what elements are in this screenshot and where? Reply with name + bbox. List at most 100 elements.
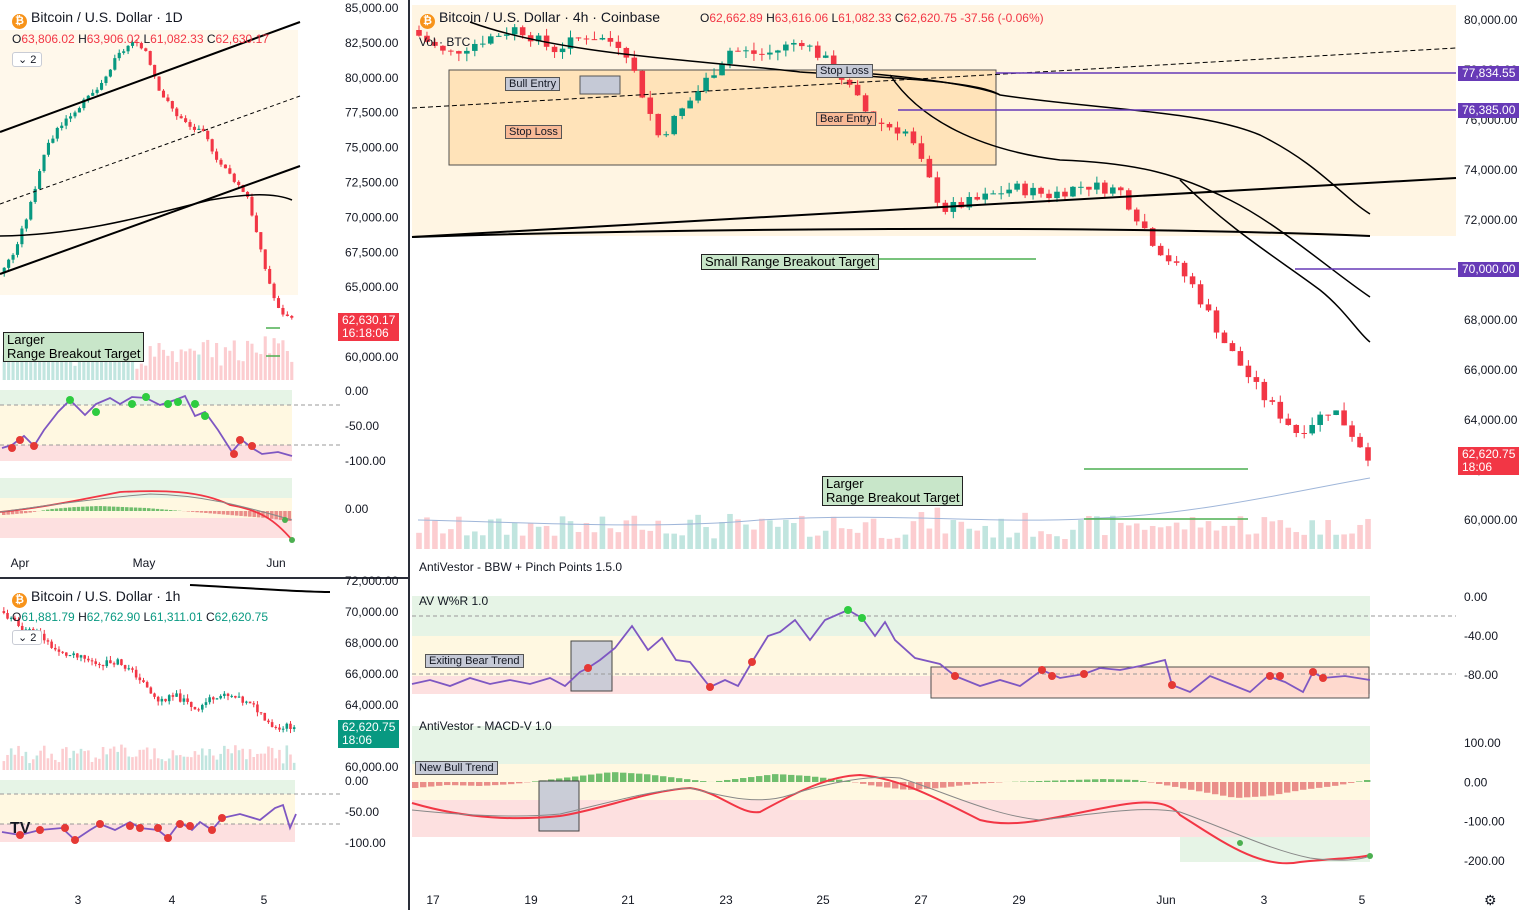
- main-x-tick: 5: [1359, 893, 1366, 907]
- volume-bar: [46, 354, 51, 380]
- candle: [432, 41, 438, 46]
- candle: [237, 181, 241, 185]
- macd-histogram-bar: [860, 782, 867, 784]
- candle: [204, 702, 208, 705]
- volume-bar: [270, 747, 274, 770]
- volume-bar: [854, 532, 861, 549]
- macd-histogram-bar: [186, 511, 191, 512]
- macd-histogram-bar: [226, 511, 230, 515]
- volume-bar: [1133, 523, 1140, 549]
- macd-histogram-bar: [59, 508, 63, 511]
- macd-histogram-bar: [836, 779, 843, 782]
- hourly-y-tick: 60,000.00: [345, 760, 399, 774]
- macd-histogram-bar: [428, 782, 435, 787]
- candle: [543, 35, 550, 47]
- candle: [90, 660, 94, 662]
- volume-bar: [950, 520, 957, 549]
- settings-icon[interactable]: ⚙: [1484, 892, 1497, 908]
- candle: [201, 128, 205, 131]
- macd-histogram-bar: [924, 782, 931, 789]
- volume-bar: [1205, 521, 1212, 549]
- candle: [139, 43, 143, 49]
- candle: [184, 118, 188, 123]
- candle: [15, 244, 20, 255]
- volume-bar: [193, 751, 197, 770]
- macd-histogram-bar: [732, 779, 739, 782]
- wr-signal-dot: [154, 824, 162, 832]
- macd-histogram-bar: [1316, 782, 1323, 788]
- candle: [252, 703, 256, 705]
- candle: [215, 151, 219, 160]
- main-x-tick: 19: [524, 893, 538, 907]
- volume-bar: [104, 357, 108, 380]
- bitcoin-icon: ₿: [12, 593, 27, 608]
- volume-bar: [42, 745, 46, 770]
- volume-bar: [687, 519, 693, 549]
- volume-bar: [472, 531, 478, 549]
- wr-signal-dot: [174, 398, 182, 406]
- macd-histogram-bar: [628, 773, 635, 782]
- volume-bar: [1309, 520, 1315, 549]
- volume-bar: [161, 349, 166, 380]
- volume-bar: [775, 526, 781, 549]
- candle: [237, 696, 241, 698]
- candle: [130, 42, 135, 46]
- volume-bar: [495, 518, 502, 549]
- candle: [822, 55, 829, 58]
- candle: [38, 171, 42, 189]
- candle: [17, 619, 20, 626]
- candle: [1285, 418, 1292, 425]
- candle: [1277, 401, 1284, 419]
- volume-bar: [1213, 530, 1220, 549]
- candle: [990, 193, 996, 195]
- candle: [135, 42, 139, 44]
- macd-histogram-bar: [1308, 782, 1315, 789]
- candle: [775, 50, 781, 53]
- level-badge-1: 77,834.55: [1458, 66, 1520, 81]
- bear-entry-tag: Bear Entry: [816, 112, 876, 126]
- candle: [902, 131, 909, 134]
- candle: [647, 97, 654, 114]
- candle: [695, 91, 701, 101]
- hourly-indicator-count[interactable]: ⌄ 2: [12, 630, 43, 645]
- candle: [263, 712, 267, 721]
- macd-histogram-bar: [1108, 779, 1115, 782]
- hourly-y-tick: 70,000.00: [345, 605, 399, 619]
- volume-bar: [186, 756, 189, 770]
- volume-bar: [175, 361, 179, 380]
- wr-signal-dot: [951, 672, 959, 680]
- candle: [212, 697, 215, 700]
- candle: [623, 47, 630, 58]
- macd-histogram-bar: [612, 772, 619, 782]
- candle: [655, 113, 662, 136]
- candle: [1141, 221, 1148, 229]
- main-y-tick: 60,000.00: [1464, 513, 1518, 527]
- candle: [1261, 381, 1268, 401]
- hourly-last-price-badge: 62,620.75 18:06: [338, 720, 400, 748]
- macd-histogram-bar: [1292, 782, 1299, 792]
- main-x-tick: 27: [914, 893, 928, 907]
- hourly-wr-tick: -50.00: [345, 805, 379, 819]
- volume-bar: [281, 340, 285, 380]
- main-y-tick: 64,000.00: [1464, 413, 1518, 427]
- volume-bar: [90, 761, 94, 770]
- candle: [109, 660, 112, 664]
- volume-bar: [2, 761, 6, 770]
- volume-bar: [259, 354, 263, 380]
- volume-bar: [101, 747, 105, 770]
- candle: [87, 658, 90, 661]
- volume-bar: [1333, 534, 1339, 549]
- macd-histogram-bar: [32, 511, 37, 512]
- wr-signal-dot: [30, 442, 38, 450]
- macd-histogram-bar: [107, 506, 111, 511]
- volume-bar: [256, 753, 259, 770]
- volume-bar: [76, 753, 79, 770]
- volume-bar: [830, 516, 837, 549]
- daily-indicator-count[interactable]: ⌄ 2: [12, 52, 43, 67]
- macd-histogram-bar: [151, 508, 155, 511]
- volume-bar: [655, 520, 662, 549]
- candle: [219, 695, 222, 699]
- candle: [759, 53, 765, 55]
- candle: [285, 723, 289, 729]
